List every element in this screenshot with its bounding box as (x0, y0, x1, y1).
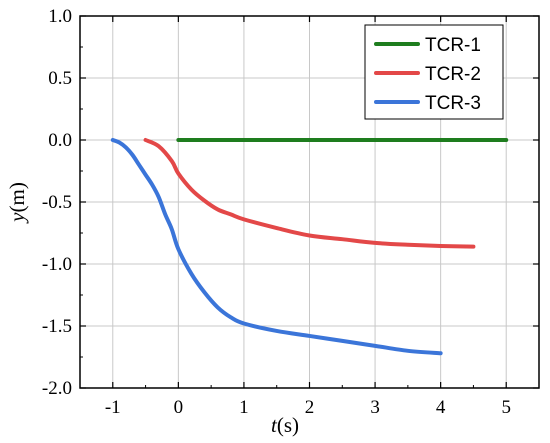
series-lines (110, 138, 509, 356)
y-tick-label: 1.0 (48, 6, 72, 27)
x-tick-label: 1 (239, 397, 249, 418)
y-tick-label: -1.0 (42, 254, 72, 275)
y-tick-label: -0.5 (42, 192, 72, 213)
axis-ticks (79, 15, 540, 389)
y-tick-label: -1.5 (42, 316, 72, 337)
y-tick-label: 0.0 (48, 130, 72, 151)
x-tick-labels: -1 0 1 2 3 4 5 (105, 397, 511, 418)
legend-label-tcr-2: TCR-2 (425, 64, 481, 85)
x-tick-label: 4 (436, 397, 446, 418)
y-tick-label: -2.0 (42, 378, 72, 399)
legend-label-tcr-1: TCR-1 (425, 35, 481, 56)
y-tick-label: 0.5 (48, 68, 72, 89)
x-axis-var: t (271, 413, 278, 437)
y-tick-labels: 1.0 0.5 0.0 -0.5 -1.0 -1.5 -2.0 (42, 6, 72, 399)
y-axis-unit: (m) (5, 182, 29, 212)
x-tick-label: 0 (174, 397, 184, 418)
x-axis-label: t(s) (271, 413, 299, 437)
x-tick-label: 2 (305, 397, 315, 418)
y-axis-label: y(m) (5, 182, 29, 224)
legend: TCR-1 TCR-2 TCR-3 (364, 24, 504, 120)
legend-label-tcr-3: TCR-3 (425, 93, 481, 114)
x-tick-label: -1 (105, 397, 121, 418)
y-axis-var: y (5, 212, 29, 224)
series-line-tcr-2 (143, 138, 476, 249)
x-tick-label: 3 (370, 397, 380, 418)
series-line-tcr-3 (110, 138, 443, 356)
x-tick-label: 5 (501, 397, 511, 418)
x-axis-unit: (s) (277, 413, 299, 437)
